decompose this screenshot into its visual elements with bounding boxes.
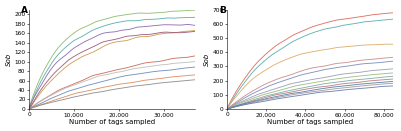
Y-axis label: Sob: Sob xyxy=(204,53,210,66)
Text: A: A xyxy=(21,6,28,15)
X-axis label: Number of tags sampled: Number of tags sampled xyxy=(267,119,353,125)
Text: B: B xyxy=(219,6,226,15)
X-axis label: Number of tags sampled: Number of tags sampled xyxy=(69,119,155,125)
Y-axis label: Sob: Sob xyxy=(6,53,12,66)
